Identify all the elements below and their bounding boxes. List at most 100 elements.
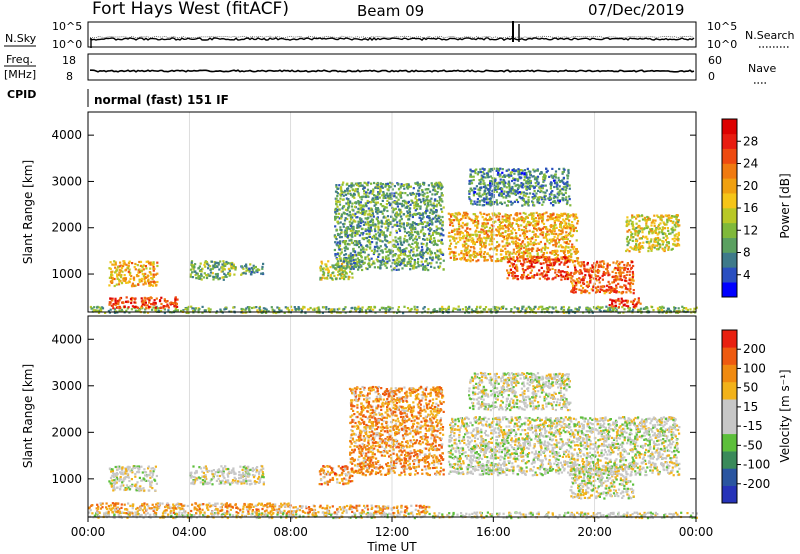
heatmap-cell bbox=[642, 241, 645, 244]
heatmap-cell bbox=[393, 192, 396, 195]
heatmap-cell bbox=[525, 277, 528, 280]
heatmap-cell bbox=[500, 227, 503, 230]
heatmap-cell bbox=[673, 308, 676, 311]
heatmap-cell bbox=[357, 201, 360, 204]
heatmap-cell bbox=[606, 264, 609, 267]
heatmap-cell bbox=[478, 192, 481, 195]
heatmap-cell bbox=[570, 225, 573, 228]
heatmap-cell bbox=[334, 225, 337, 228]
heatmap-cell bbox=[325, 263, 328, 266]
heatmap-cell bbox=[240, 273, 243, 276]
heatmap-cell bbox=[506, 257, 509, 261]
heatmap-cell bbox=[651, 232, 654, 235]
heatmap-cell bbox=[441, 210, 444, 213]
heatmap-cell bbox=[440, 238, 443, 241]
heatmap-cell bbox=[651, 245, 654, 248]
heatmap-cell bbox=[408, 218, 411, 221]
heatmap-cell bbox=[477, 222, 480, 225]
heatmap-cell bbox=[591, 266, 594, 269]
heatmap-cell bbox=[320, 278, 323, 281]
heatmap-cell bbox=[142, 268, 145, 271]
heatmap-cell bbox=[628, 270, 631, 273]
heatmap-cell bbox=[367, 216, 370, 220]
heatmap-cell bbox=[631, 310, 634, 313]
heatmap-cell bbox=[528, 213, 531, 217]
heatmap-cell bbox=[591, 310, 594, 313]
heatmap-cell bbox=[227, 272, 230, 275]
heatmap-cell bbox=[338, 277, 342, 280]
heatmap-cell bbox=[369, 224, 372, 227]
heatmap-cell bbox=[342, 194, 345, 197]
heatmap-cell bbox=[464, 311, 467, 314]
heatmap-cell bbox=[347, 206, 350, 210]
heatmap-cell bbox=[636, 226, 639, 229]
heatmap-cell bbox=[511, 263, 514, 266]
heatmap-cell bbox=[397, 308, 400, 311]
heatmap-cell bbox=[673, 215, 676, 218]
heatmap-cell bbox=[447, 212, 450, 215]
heatmap-cell bbox=[546, 274, 549, 277]
heatmap-cell bbox=[384, 247, 387, 251]
heatmap-cell bbox=[408, 215, 411, 218]
heatmap-cell bbox=[383, 307, 386, 310]
heatmap-cell bbox=[602, 310, 606, 313]
heatmap-cell bbox=[512, 248, 515, 251]
heatmap-cell bbox=[435, 203, 439, 206]
heatmap-cell bbox=[417, 246, 420, 249]
heatmap-cell bbox=[221, 266, 224, 269]
heatmap-cell bbox=[431, 183, 434, 186]
heatmap-cell bbox=[474, 215, 477, 218]
heatmap-cell bbox=[529, 180, 532, 183]
heatmap-cell bbox=[359, 307, 362, 310]
heatmap-cell bbox=[321, 276, 324, 279]
heatmap-cell bbox=[394, 207, 397, 210]
heatmap-cell bbox=[501, 257, 505, 260]
heatmap-cell bbox=[364, 309, 368, 312]
heatmap-cell bbox=[488, 226, 492, 230]
heatmap-cell bbox=[160, 296, 163, 299]
heatmap-cell bbox=[426, 195, 430, 198]
heatmap-cell bbox=[520, 251, 524, 254]
heatmap-cell bbox=[153, 303, 156, 306]
heatmap-cell bbox=[487, 235, 490, 238]
heatmap-cell bbox=[322, 267, 325, 270]
heatmap-cell bbox=[258, 308, 262, 312]
heatmap-cell bbox=[554, 239, 557, 242]
heatmap-cell bbox=[383, 260, 386, 263]
heatmap-cell bbox=[586, 270, 589, 273]
heatmap-cell bbox=[563, 271, 566, 274]
heatmap-cell bbox=[309, 306, 312, 310]
heatmap-cell bbox=[586, 285, 589, 289]
heatmap-cell bbox=[472, 178, 475, 182]
heatmap-cell bbox=[344, 245, 347, 248]
heatmap-cell bbox=[642, 228, 645, 231]
heatmap-cell bbox=[673, 237, 676, 240]
heatmap-cell bbox=[353, 240, 356, 243]
heatmap-cell bbox=[631, 272, 635, 276]
heatmap-cell bbox=[504, 181, 507, 185]
heatmap-cell bbox=[628, 309, 631, 312]
heatmap-cell bbox=[438, 220, 441, 223]
heatmap-cell bbox=[614, 301, 617, 304]
heatmap-cell bbox=[607, 280, 610, 283]
heatmap-cell bbox=[477, 230, 480, 233]
nave-tick-bottom: 0 bbox=[708, 70, 715, 83]
heatmap-cell bbox=[349, 262, 352, 265]
heatmap-cell bbox=[369, 191, 372, 194]
heatmap-cell bbox=[409, 232, 412, 235]
heatmap-cell bbox=[634, 248, 637, 251]
heatmap-cell bbox=[631, 220, 634, 224]
heatmap-cell bbox=[121, 277, 124, 280]
heatmap-cell bbox=[358, 241, 361, 244]
heatmap-cell bbox=[373, 306, 377, 309]
heatmap-cell bbox=[630, 300, 633, 303]
heatmap-cell bbox=[192, 307, 195, 310]
heatmap-cell bbox=[406, 307, 410, 310]
heatmap-cell bbox=[463, 258, 466, 261]
heatmap-cell bbox=[360, 244, 363, 247]
heatmap-cell bbox=[439, 182, 442, 185]
heatmap-cell bbox=[542, 236, 545, 239]
heatmap-cell bbox=[383, 222, 386, 225]
heatmap-cell bbox=[362, 205, 365, 208]
heatmap-cell bbox=[464, 229, 467, 232]
